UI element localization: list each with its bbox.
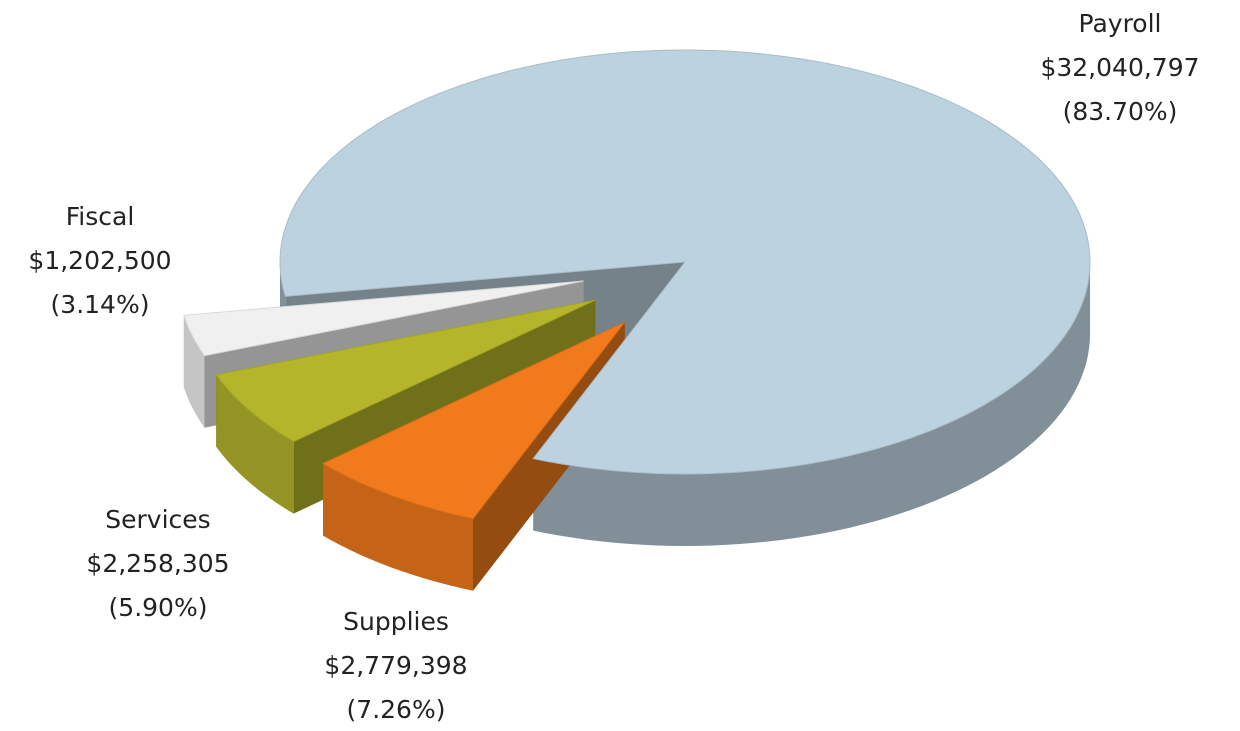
slice-side <box>216 374 294 514</box>
value-label: $2,258,305 <box>86 549 229 578</box>
percent-label: (3.14%) <box>51 290 150 319</box>
slice <box>183 280 584 357</box>
value-label: $1,202,500 <box>28 246 171 275</box>
slice-label: Payroll <box>1079 9 1162 38</box>
slice-side <box>183 315 205 428</box>
percent-label: (7.26%) <box>347 695 446 724</box>
percent-label: (5.90%) <box>109 593 208 622</box>
slice <box>279 49 1091 475</box>
slice-label: Services <box>105 505 210 534</box>
percent-label: (83.70%) <box>1063 97 1178 126</box>
slice <box>215 299 596 443</box>
slice <box>321 321 626 520</box>
slice-label: Supplies <box>343 607 449 636</box>
value-label: $2,779,398 <box>324 651 467 680</box>
slice-label: Fiscal <box>66 202 135 231</box>
slice-side <box>323 463 473 591</box>
slice-side <box>533 262 1090 546</box>
value-label: $32,040,797 <box>1040 53 1199 82</box>
